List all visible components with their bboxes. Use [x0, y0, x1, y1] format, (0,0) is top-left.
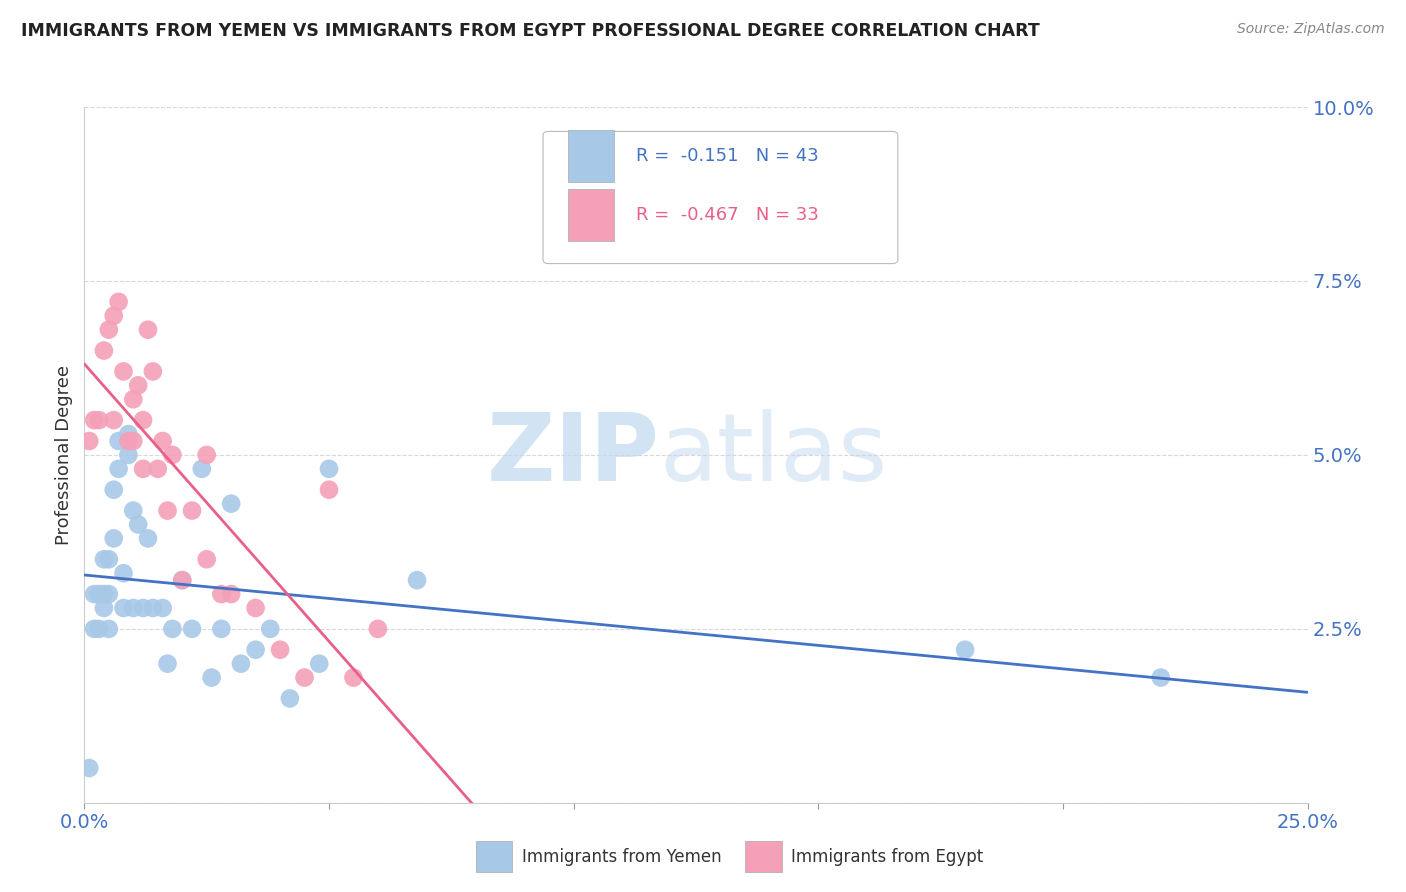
- Point: [97, 323, 120, 337]
- Point: [229, 657, 252, 671]
- Point: [156, 503, 179, 517]
- Point: [152, 601, 174, 615]
- Point: [97, 622, 120, 636]
- Point: [162, 622, 184, 636]
- Point: [181, 622, 204, 636]
- Text: Source: ZipAtlas.com: Source: ZipAtlas.com: [1237, 22, 1385, 37]
- Point: [269, 642, 291, 657]
- Text: R =  -0.151   N = 43: R = -0.151 N = 43: [636, 147, 818, 165]
- Point: [367, 622, 389, 636]
- Point: [103, 413, 125, 427]
- Point: [162, 448, 184, 462]
- Point: [83, 413, 105, 427]
- Point: [146, 462, 169, 476]
- Point: [107, 462, 129, 476]
- Point: [122, 434, 145, 448]
- Point: [209, 622, 232, 636]
- Point: [142, 601, 165, 615]
- FancyBboxPatch shape: [543, 131, 898, 263]
- Point: [318, 462, 340, 476]
- Text: Immigrants from Egypt: Immigrants from Egypt: [792, 848, 984, 866]
- Point: [97, 552, 120, 566]
- Point: [83, 587, 105, 601]
- Point: [181, 503, 204, 517]
- Point: [107, 434, 129, 448]
- Text: ZIP: ZIP: [486, 409, 659, 501]
- Point: [195, 448, 218, 462]
- Point: [195, 552, 218, 566]
- Point: [103, 532, 125, 546]
- Point: [87, 413, 110, 427]
- Point: [219, 497, 242, 511]
- Point: [156, 657, 179, 671]
- Point: [112, 601, 135, 615]
- FancyBboxPatch shape: [745, 841, 782, 872]
- Point: [127, 517, 149, 532]
- Point: [136, 532, 159, 546]
- Point: [245, 642, 267, 657]
- Point: [122, 392, 145, 407]
- Point: [77, 761, 100, 775]
- FancyBboxPatch shape: [568, 189, 614, 242]
- Point: [122, 503, 145, 517]
- Point: [219, 587, 242, 601]
- Point: [172, 573, 194, 587]
- Point: [117, 434, 139, 448]
- Point: [172, 573, 194, 587]
- Point: [107, 294, 129, 309]
- Point: [1150, 671, 1173, 685]
- Point: [103, 483, 125, 497]
- Point: [93, 552, 115, 566]
- Text: IMMIGRANTS FROM YEMEN VS IMMIGRANTS FROM EGYPT PROFESSIONAL DEGREE CORRELATION C: IMMIGRANTS FROM YEMEN VS IMMIGRANTS FROM…: [21, 22, 1040, 40]
- Point: [259, 622, 281, 636]
- Point: [117, 427, 139, 442]
- Point: [132, 462, 155, 476]
- Point: [127, 378, 149, 392]
- Point: [83, 622, 105, 636]
- Point: [278, 691, 301, 706]
- Point: [93, 587, 115, 601]
- FancyBboxPatch shape: [568, 130, 614, 183]
- Point: [117, 448, 139, 462]
- Point: [87, 587, 110, 601]
- Text: atlas: atlas: [659, 409, 887, 501]
- Point: [342, 671, 364, 685]
- Point: [122, 601, 145, 615]
- Point: [132, 601, 155, 615]
- Point: [209, 587, 232, 601]
- Point: [103, 309, 125, 323]
- Point: [200, 671, 222, 685]
- Point: [245, 601, 267, 615]
- Text: R =  -0.467   N = 33: R = -0.467 N = 33: [636, 206, 818, 224]
- Point: [97, 587, 120, 601]
- Point: [152, 434, 174, 448]
- Point: [308, 657, 330, 671]
- Point: [136, 323, 159, 337]
- Point: [93, 343, 115, 358]
- Point: [142, 364, 165, 378]
- Text: Immigrants from Yemen: Immigrants from Yemen: [522, 848, 721, 866]
- Point: [112, 566, 135, 581]
- Point: [191, 462, 214, 476]
- Point: [953, 642, 976, 657]
- Point: [132, 413, 155, 427]
- Point: [294, 671, 316, 685]
- Point: [112, 364, 135, 378]
- Point: [93, 601, 115, 615]
- Point: [318, 483, 340, 497]
- Point: [406, 573, 429, 587]
- Point: [87, 622, 110, 636]
- Y-axis label: Professional Degree: Professional Degree: [55, 365, 73, 545]
- Point: [77, 434, 100, 448]
- FancyBboxPatch shape: [475, 841, 512, 872]
